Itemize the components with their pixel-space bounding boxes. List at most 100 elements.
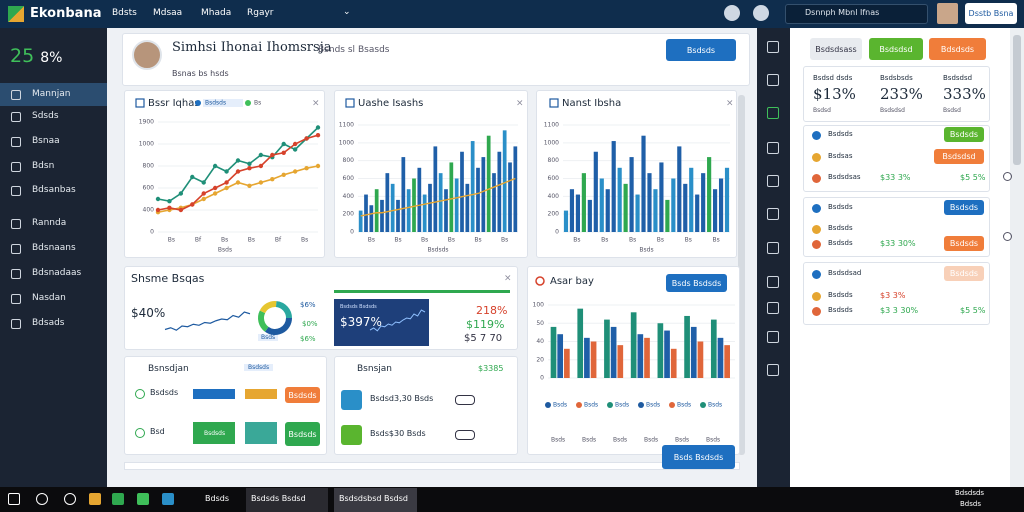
list-title: Bsnsdjan: [148, 364, 189, 374]
task-icon[interactable]: [36, 493, 48, 505]
task-icon[interactable]: [162, 493, 174, 505]
scroll-thumb[interactable]: [1013, 35, 1021, 165]
menu-item[interactable]: Bdsnaans: [32, 243, 76, 253]
upload-icon[interactable]: [753, 5, 769, 21]
row-button[interactable]: Bsdsds: [285, 422, 320, 446]
row-button[interactable]: Bsdsds: [285, 387, 320, 403]
header-link[interactable]: Bsasds: [358, 45, 390, 55]
strip-icon[interactable]: [767, 364, 779, 376]
row-button[interactable]: Bsdsds: [944, 236, 984, 251]
chart-card: [527, 266, 740, 455]
stat-value: $13%: [813, 85, 856, 103]
row-button[interactable]: Bsdsds: [944, 127, 984, 142]
row-bar: [245, 422, 277, 444]
row-icon: [341, 425, 362, 445]
menu-item[interactable]: Bsnaa: [32, 136, 60, 146]
menu-icon: [11, 244, 21, 254]
notify-icon[interactable]: [724, 5, 740, 21]
chart-button[interactable]: Bsds Bsdsds: [666, 274, 727, 292]
panel-button[interactable]: Bdsdsds: [929, 38, 986, 60]
nav-item[interactable]: Mhada: [201, 8, 232, 18]
strip-icon[interactable]: [767, 242, 779, 254]
stat-label: Bsdsd dsds: [813, 74, 853, 82]
header-link[interactable]: Bsnds sl: [318, 45, 356, 55]
task-tab[interactable]: [246, 488, 328, 512]
task-label: Bdsds: [205, 494, 229, 503]
menu-icon: [11, 269, 21, 279]
strip-icon[interactable]: [767, 74, 779, 86]
menu-item[interactable]: Mannjan: [32, 89, 71, 99]
chart-card: [334, 90, 528, 258]
menu-item[interactable]: Bdsn: [32, 161, 55, 171]
task-icon[interactable]: [137, 493, 149, 505]
row-mid: $3 3 30%: [880, 306, 919, 315]
row-button[interactable]: Bsdsdsd: [934, 149, 984, 164]
grey-stat: $5 7 70: [464, 333, 503, 344]
nav-item[interactable]: Rgayr: [247, 8, 274, 18]
row-value: $5 5%: [960, 173, 986, 182]
icon-strip: [757, 28, 790, 487]
strip-icon[interactable]: [767, 107, 779, 119]
row-label: Bsdsas: [828, 152, 853, 160]
menu-icon: [11, 219, 21, 229]
menu-item[interactable]: Nasdan: [32, 293, 66, 303]
nav-item[interactable]: Bdsts: [112, 8, 137, 18]
panel-button[interactable]: Bsdsdsd: [869, 38, 923, 60]
row-button[interactable]: Bsdsds: [944, 266, 984, 281]
toggle[interactable]: [455, 395, 475, 405]
menu-item[interactable]: Rannda: [32, 218, 67, 228]
row-icon: [812, 204, 821, 213]
menu-item[interactable]: Bdsads: [32, 318, 65, 328]
strip-icon[interactable]: [767, 208, 779, 220]
menu-item[interactable]: Bdsnadaas: [32, 268, 82, 278]
row-mid: $33 30%: [880, 239, 916, 248]
panel-button[interactable]: Bsdsdsass: [810, 38, 862, 60]
row-bar: [193, 389, 235, 399]
task-label: Bsdsdsbsd Bsdsd: [339, 494, 408, 503]
chart-card: [124, 90, 325, 258]
taskbar: [0, 487, 1024, 512]
task-label: Bsdsds Bsdsd: [251, 494, 306, 503]
menu-item[interactable]: Sdsds: [32, 111, 59, 121]
red-stat: 218%: [476, 304, 508, 317]
chevron[interactable]: ⌄: [343, 7, 351, 17]
header-name: Simhsi Ihonai Ihomsrsja: [172, 40, 332, 55]
summary-title: Shsme Bsqas: [131, 272, 205, 285]
chip[interactable]: Bsdsds: [244, 364, 274, 371]
menu-item[interactable]: Bdsanbas: [32, 185, 76, 195]
task-icon[interactable]: [112, 493, 124, 505]
side-icon[interactable]: [1003, 232, 1012, 241]
row-label: Bsdsdsad: [828, 269, 862, 277]
stat-sub: Bsdsd: [943, 107, 961, 114]
side-icon[interactable]: [1003, 172, 1012, 181]
strip-icon[interactable]: [767, 276, 779, 288]
row-icon: [135, 428, 145, 438]
toggle[interactable]: [455, 430, 475, 440]
strip-icon[interactable]: [767, 302, 779, 314]
avatar[interactable]: [937, 3, 958, 24]
row-label: Bsdsd3,30 Bsds: [370, 394, 434, 403]
header-button[interactable]: Bsdsds: [666, 39, 736, 61]
strip-icon[interactable]: [767, 142, 779, 154]
strip-icon[interactable]: [767, 331, 779, 343]
nav-item[interactable]: Mdsaa: [153, 8, 183, 18]
stat-value: 233%: [880, 85, 923, 103]
task-icon[interactable]: [64, 493, 76, 505]
user-button[interactable]: Dsstb Bsna: [965, 3, 1017, 24]
row-label: Bsdsds: [828, 291, 853, 299]
row-label: Bsds$30 Bsds: [370, 429, 426, 438]
row-bar: [193, 422, 235, 444]
task-icon[interactable]: [8, 493, 20, 505]
task-icon[interactable]: [89, 493, 101, 505]
strip-icon[interactable]: [767, 175, 779, 187]
row-button[interactable]: Bsdsds: [944, 200, 984, 215]
strip-icon[interactable]: [767, 41, 779, 53]
task-tab[interactable]: [334, 488, 417, 512]
row-icon: [341, 390, 362, 410]
header-avatar: [132, 40, 162, 70]
summary-card: [124, 266, 518, 350]
chart-button[interactable]: Bsds Bsdsds: [662, 445, 735, 469]
row-label: Bsdsds: [828, 224, 853, 232]
search-box[interactable]: [785, 4, 928, 24]
menu-icon: [11, 162, 21, 172]
